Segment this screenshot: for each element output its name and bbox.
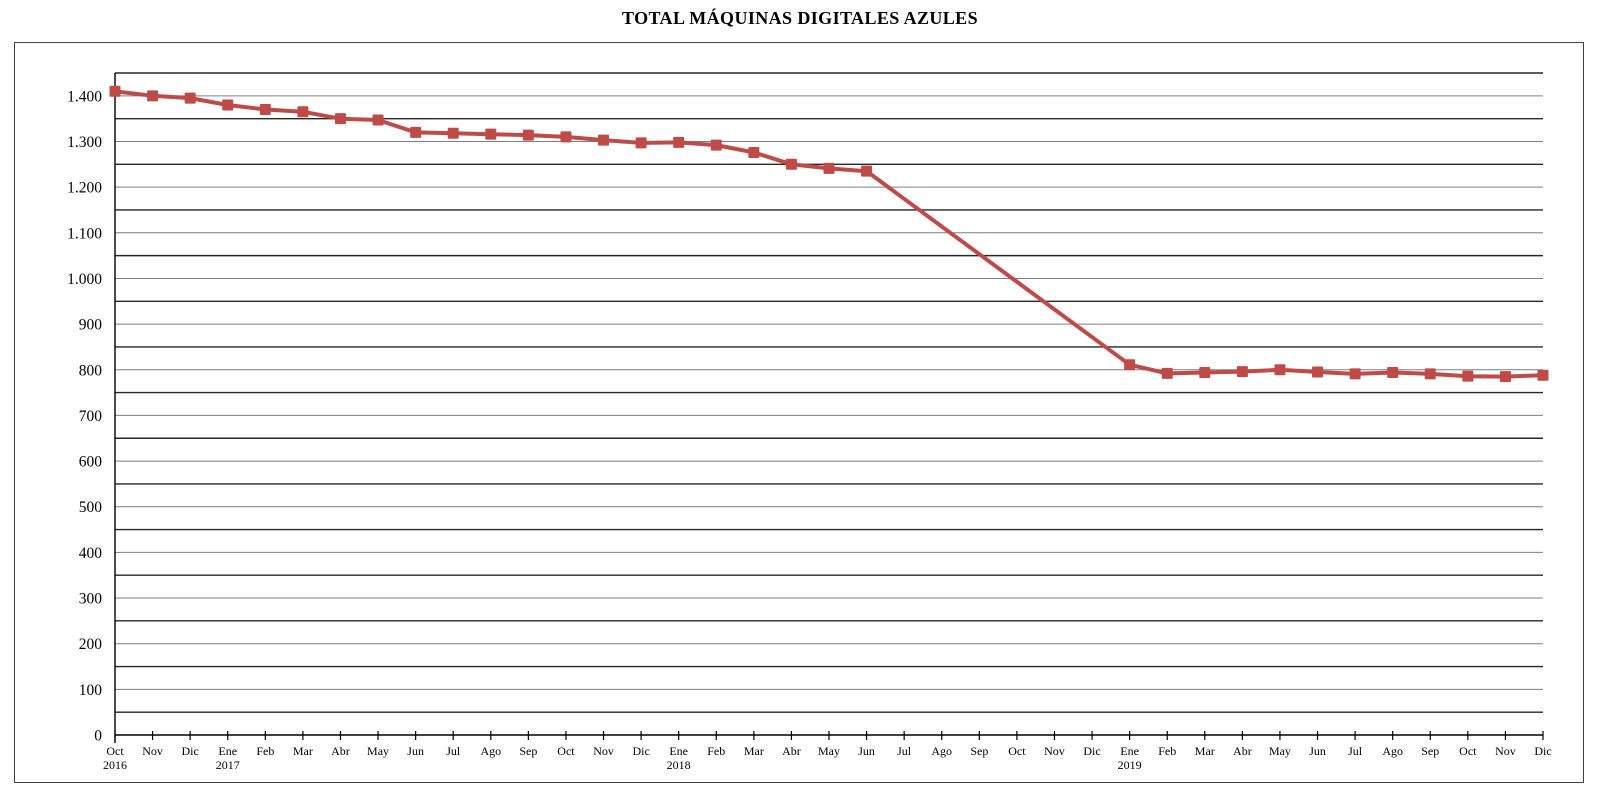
data-point-marker [1537, 369, 1549, 381]
y-axis-label: 300 [79, 591, 103, 608]
x-axis-month-label: Mar [293, 744, 313, 758]
x-axis-month-label: Jun [1309, 744, 1326, 758]
data-point-marker [184, 92, 196, 104]
data-point-marker [1199, 366, 1211, 378]
data-point-marker [710, 139, 722, 151]
x-axis-month-label: May [818, 744, 840, 758]
y-axis-label: 200 [79, 636, 103, 653]
data-point-marker [1499, 371, 1511, 383]
x-axis-month-label: Dic [181, 744, 198, 758]
x-axis-year-label: 2019 [1118, 758, 1142, 772]
y-axis-label: 1.100 [67, 225, 102, 242]
x-axis-month-label: Jul [1348, 744, 1363, 758]
y-axis-label: 700 [79, 408, 103, 425]
x-axis-month-label: Sep [519, 744, 537, 758]
x-axis-month-label: Mar [1195, 744, 1215, 758]
data-point-marker [1387, 366, 1399, 378]
data-point-marker [1349, 368, 1361, 380]
x-axis-month-label: Dic [632, 744, 649, 758]
x-axis-month-label: Jul [897, 744, 912, 758]
x-axis-month-label: Oct [557, 744, 575, 758]
x-axis-month-label: Oct [106, 744, 124, 758]
x-axis-month-label: Jul [446, 744, 461, 758]
data-point-marker [1236, 366, 1248, 378]
data-point-marker [673, 136, 685, 148]
data-point-marker [785, 158, 797, 170]
x-axis-month-label: Ene [218, 744, 237, 758]
x-axis-year-label: 2017 [216, 758, 240, 772]
y-axis-label: 100 [79, 682, 103, 699]
x-axis-month-label: May [1269, 744, 1291, 758]
x-axis-month-label: Ago [480, 744, 501, 758]
y-axis-label: 1.200 [67, 180, 102, 197]
x-axis-month-label: Dic [1534, 744, 1551, 758]
data-point-marker [823, 162, 835, 174]
data-point-marker [259, 104, 271, 116]
x-axis-month-label: Feb [256, 744, 274, 758]
x-axis-year-label: 2018 [667, 758, 691, 772]
data-point-marker [598, 134, 610, 146]
x-axis-month-label: May [367, 744, 389, 758]
data-point-marker [1274, 364, 1286, 376]
data-point-marker [485, 128, 497, 140]
x-axis-month-label: Nov [1495, 744, 1516, 758]
data-point-marker [447, 127, 459, 139]
x-axis-month-label: Feb [707, 744, 725, 758]
data-point-marker [1124, 359, 1136, 371]
x-axis-month-label: Ene [669, 744, 688, 758]
x-axis-month-label: Oct [1008, 744, 1026, 758]
x-axis-month-label: Nov [142, 744, 163, 758]
x-axis-month-label: Abr [331, 744, 350, 758]
x-axis-month-label: Abr [782, 744, 801, 758]
x-axis-year-label: 2016 [103, 758, 127, 772]
x-axis-month-label: Jun [407, 744, 424, 758]
data-point-marker [297, 106, 309, 118]
chart-title: TOTAL MÁQUINAS DIGITALES AZULES [622, 8, 978, 28]
chart-frame: 0 100 200 300 400 500 600 700 800 900 1.000 1.100 1.… [14, 42, 1584, 783]
y-axis-label: 600 [79, 454, 103, 471]
y-axis-label: 1.000 [67, 271, 102, 288]
y-axis-label: 900 [79, 317, 103, 334]
x-axis-month-label: Sep [1421, 744, 1439, 758]
data-point-marker [522, 129, 534, 141]
data-point-marker [372, 114, 384, 126]
data-point-marker [861, 165, 873, 177]
data-point-marker [560, 131, 572, 143]
x-axis-month-label: Jun [858, 744, 875, 758]
x-axis-month-label: Feb [1158, 744, 1176, 758]
data-point-marker [410, 126, 422, 138]
data-point-marker [1161, 367, 1173, 379]
data-point-marker [748, 146, 760, 158]
x-axis-month-label: Nov [593, 744, 614, 758]
y-axis-label: 800 [79, 362, 103, 379]
x-axis-month-label: Sep [970, 744, 988, 758]
x-axis-month-label: Oct [1459, 744, 1477, 758]
data-point-marker [222, 99, 234, 111]
x-axis-month-label: Nov [1044, 744, 1065, 758]
data-point-marker [109, 85, 121, 97]
y-axis-label: 1.400 [67, 88, 102, 105]
y-axis-label: 0 [94, 728, 102, 745]
data-point-marker [147, 90, 159, 102]
data-series-line [113, 89, 1545, 379]
x-axis-month-label: Ago [1382, 744, 1403, 758]
data-point-marker [1424, 368, 1436, 380]
x-axis-month-label: Mar [744, 744, 764, 758]
data-point-marker [1462, 370, 1474, 382]
data-point-marker [1312, 366, 1324, 378]
x-axis-month-label: Dic [1083, 744, 1100, 758]
line-chart: 0 100 200 300 400 500 600 700 800 900 1.000 1.100 1.… [67, 72, 1552, 772]
y-axis-label: 500 [79, 499, 103, 516]
data-point-marker [635, 137, 647, 149]
x-axis-month-label: Abr [1233, 744, 1252, 758]
data-point-marker [334, 113, 346, 125]
x-axis-month-label: Ago [931, 744, 952, 758]
y-axis-label: 1.300 [67, 134, 102, 151]
y-axis-label: 400 [79, 545, 103, 562]
x-axis-month-label: Ene [1120, 744, 1139, 758]
